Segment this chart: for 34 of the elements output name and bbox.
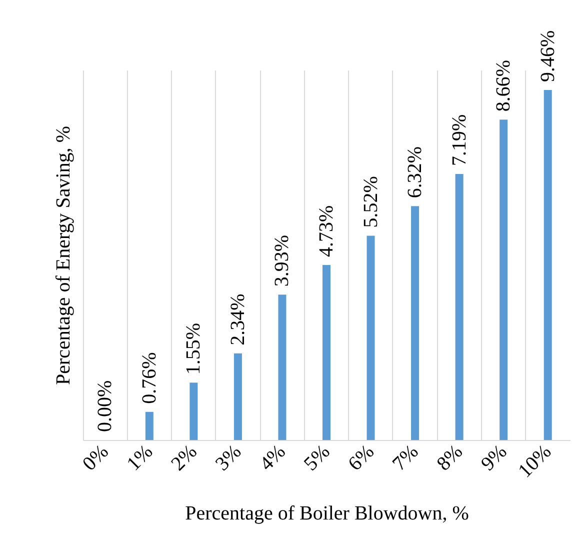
bar <box>322 264 330 440</box>
data-label: 8.66% <box>492 60 515 112</box>
bar <box>544 90 552 440</box>
bar <box>234 353 242 440</box>
data-label: 6.32% <box>404 146 426 198</box>
data-label: 3.93% <box>271 234 294 287</box>
bar <box>455 174 464 440</box>
data-label: 0.76% <box>138 352 160 404</box>
x-tick-label: 5% <box>300 440 334 476</box>
bar <box>500 120 508 440</box>
data-label: 5.52% <box>360 176 382 228</box>
bar <box>145 412 154 440</box>
bar <box>411 206 420 440</box>
data-label: 1.55% <box>182 322 205 375</box>
data-label: 0.00% <box>94 380 116 432</box>
bar <box>278 294 286 440</box>
data-label: 7.19% <box>448 114 470 166</box>
data-label: 2.34% <box>226 294 249 346</box>
x-tick-label: 3% <box>211 440 246 476</box>
x-axis-title: Percentage of Boiler Blowdown, % <box>185 502 469 524</box>
x-tick-label: 1% <box>122 440 158 476</box>
data-label: 9.46% <box>536 30 559 82</box>
x-tick-label: 4% <box>256 440 290 476</box>
x-tick-label: 7% <box>388 440 423 476</box>
x-tick-label: 6% <box>344 440 379 476</box>
x-tick-label: 8% <box>432 440 468 476</box>
x-tick-label: 2% <box>167 440 202 476</box>
x-tick-label: 0% <box>78 440 113 476</box>
data-label: 4.73% <box>316 205 338 257</box>
bar <box>366 236 375 440</box>
y-axis-title: Percentage of Energy Saving, % <box>52 126 74 385</box>
bar <box>190 382 198 440</box>
x-tick-label: 10% <box>514 440 556 482</box>
x-tick-label: 9% <box>476 440 512 476</box>
